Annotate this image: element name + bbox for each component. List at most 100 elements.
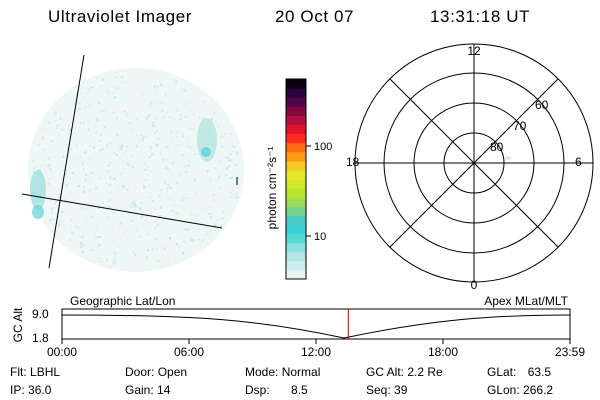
image-speckle bbox=[103, 251, 106, 254]
info-mode-label: Mode: bbox=[245, 365, 279, 379]
image-speckle bbox=[163, 247, 166, 250]
image-speckle bbox=[119, 184, 123, 186]
image-speckle bbox=[210, 118, 214, 121]
image-speckle bbox=[133, 202, 136, 205]
image-speckle bbox=[44, 164, 46, 166]
image-speckle bbox=[80, 241, 83, 245]
image-speckle bbox=[209, 215, 213, 219]
image-speckle bbox=[211, 171, 213, 173]
image-speckle bbox=[139, 207, 142, 211]
color-bar-segment bbox=[286, 242, 306, 253]
image-speckle bbox=[169, 186, 173, 189]
image-speckle bbox=[220, 155, 222, 158]
image-speckle bbox=[188, 139, 190, 142]
image-speckle bbox=[109, 176, 112, 179]
image-speckle bbox=[78, 137, 80, 139]
image-speckle bbox=[147, 165, 150, 168]
image-speckle bbox=[166, 166, 168, 169]
image-speckle bbox=[51, 211, 53, 215]
image-speckle bbox=[195, 220, 198, 224]
image-speckle bbox=[184, 116, 187, 118]
image-speckle bbox=[235, 151, 239, 153]
image-speckle bbox=[175, 80, 177, 83]
image-speckle bbox=[140, 78, 142, 81]
image-speckle bbox=[65, 172, 67, 175]
image-speckle bbox=[121, 81, 124, 84]
image-speckle bbox=[226, 156, 230, 160]
image-speckle bbox=[87, 121, 89, 124]
image-speckle bbox=[141, 93, 144, 96]
image-speckle bbox=[75, 224, 77, 227]
image-speckle bbox=[140, 214, 144, 218]
image-speckle bbox=[149, 170, 152, 172]
image-speckle bbox=[155, 132, 156, 134]
mlt-label-6: 6 bbox=[575, 155, 582, 169]
image-speckle bbox=[163, 181, 166, 184]
image-speckle bbox=[94, 188, 98, 190]
mlt-label-0: 0 bbox=[471, 278, 478, 292]
info-dsp-value: 8.5 bbox=[291, 383, 308, 397]
image-speckle bbox=[229, 153, 232, 155]
color-bar-segment bbox=[286, 188, 306, 198]
image-speckle bbox=[161, 263, 164, 266]
image-speckle bbox=[154, 220, 158, 223]
image-speckle bbox=[234, 164, 237, 166]
image-speckle bbox=[103, 125, 107, 129]
image-speckle bbox=[65, 184, 69, 187]
image-speckle bbox=[49, 177, 51, 180]
image-speckle bbox=[106, 258, 108, 262]
image-speckle bbox=[143, 186, 147, 189]
image-speckle bbox=[96, 100, 99, 103]
image-speckle bbox=[113, 96, 117, 99]
image-speckle bbox=[183, 228, 186, 231]
image-speckle bbox=[54, 112, 58, 115]
image-speckle bbox=[100, 85, 103, 88]
image-speckle bbox=[58, 134, 60, 138]
image-disc bbox=[28, 68, 244, 272]
image-speckle bbox=[176, 109, 178, 112]
image-speckle bbox=[186, 228, 190, 231]
image-speckle bbox=[104, 78, 108, 81]
image-speckle bbox=[203, 114, 206, 118]
image-speckle bbox=[99, 110, 103, 112]
image-speckle bbox=[178, 131, 180, 133]
image-speckle bbox=[133, 204, 137, 208]
image-speckle bbox=[185, 165, 187, 168]
image-speckle bbox=[90, 171, 93, 175]
image-speckle bbox=[167, 145, 169, 149]
image-speckle bbox=[52, 218, 55, 220]
image-speckle bbox=[159, 152, 162, 156]
image-speckle bbox=[217, 126, 220, 128]
image-speckle bbox=[174, 231, 177, 233]
image-speckle bbox=[75, 144, 78, 147]
image-speckle bbox=[163, 116, 166, 118]
image-speckle bbox=[197, 238, 200, 241]
image-speckle bbox=[101, 78, 104, 81]
image-speckle bbox=[218, 173, 222, 176]
image-speckle bbox=[93, 146, 96, 149]
image-speckle bbox=[231, 150, 234, 153]
image-speckle bbox=[54, 201, 57, 205]
image-speckle bbox=[144, 169, 147, 171]
info-dsp: Dsp: 8.5 bbox=[245, 383, 308, 397]
image-speckle bbox=[148, 156, 152, 159]
image-speckle bbox=[96, 217, 99, 220]
image-speckle bbox=[58, 195, 60, 198]
image-speckle bbox=[119, 147, 123, 151]
image-speckle bbox=[159, 206, 162, 209]
image-speckle bbox=[109, 161, 111, 164]
image-speckle bbox=[150, 102, 153, 105]
image-speckle bbox=[168, 237, 172, 240]
image-speckle bbox=[118, 245, 122, 248]
color-bar-segment bbox=[286, 133, 306, 144]
image-speckle bbox=[234, 145, 237, 148]
image-speckle bbox=[32, 159, 34, 162]
image-speckle bbox=[217, 123, 221, 126]
image-speckle bbox=[145, 117, 149, 120]
image-speckle bbox=[109, 218, 111, 220]
image-speckle bbox=[88, 88, 90, 91]
image-speckle bbox=[131, 219, 134, 222]
image-speckle bbox=[203, 100, 206, 103]
image-speckle bbox=[220, 136, 222, 139]
